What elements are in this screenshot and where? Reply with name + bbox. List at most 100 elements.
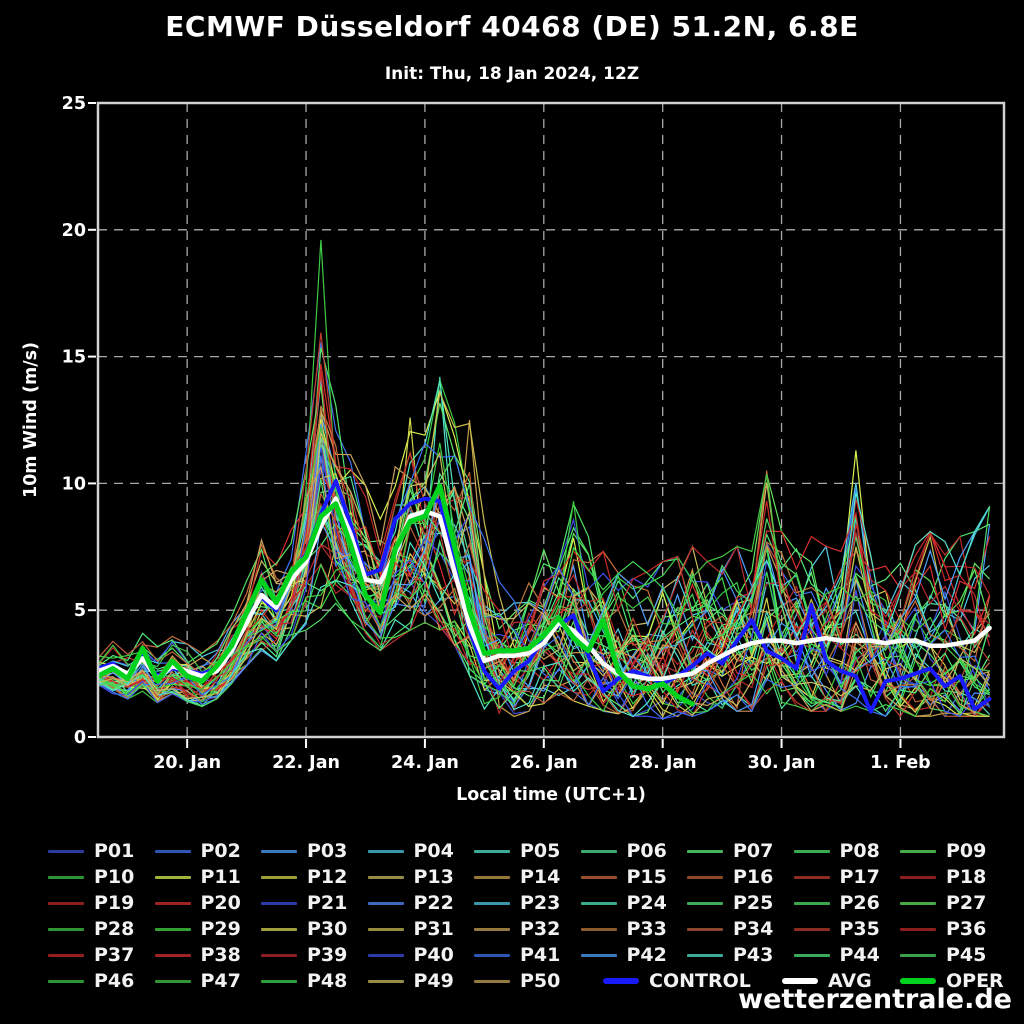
legend-item-P07: P07 — [687, 838, 773, 864]
legend-row: P37 P38 P39 P40 P41 P42 P43 P44 P45 — [30, 942, 1024, 968]
legend-line-sample — [793, 953, 830, 957]
x-tick-label: 20. Jan — [153, 753, 221, 773]
legend-line-sample — [48, 901, 84, 905]
legend-item-label: P02 — [200, 840, 241, 862]
legend-item-P20: P20 — [154, 890, 241, 916]
legend-item-label: P09 — [946, 840, 987, 862]
legend-item-P03: P03 — [261, 838, 347, 864]
legend-item-P09: P09 — [900, 838, 986, 864]
legend-line-sample — [900, 875, 936, 879]
legend-item-P19: P19 — [48, 890, 134, 916]
x-tick-label: 24. Jan — [391, 753, 459, 773]
legend-line-sample — [580, 901, 617, 905]
ensemble-member-line-P49 — [99, 431, 991, 716]
legend-item-P13: P13 — [367, 864, 454, 890]
legend-line-sample — [367, 953, 404, 957]
legend-item-label: P39 — [307, 944, 348, 966]
legend-item-label: P20 — [200, 892, 241, 914]
legend-item-P31: P31 — [367, 916, 454, 942]
legend-line-sample — [261, 953, 297, 957]
series-layer — [99, 239, 992, 720]
legend-item-P39: P39 — [261, 942, 347, 968]
legend-item-label: P08 — [839, 840, 880, 862]
legend-item-P48: P48 — [261, 968, 347, 994]
legend-line-sample — [474, 979, 510, 983]
legend-item-label: OPER — [946, 970, 1004, 992]
legend-item-label: P03 — [307, 840, 348, 862]
legend-item-P01: P01 — [48, 838, 134, 864]
ensemble-member-line-P45 — [99, 506, 991, 716]
legend-line-sample — [580, 927, 617, 931]
legend-item-label: P06 — [626, 840, 667, 862]
y-tick-label: 5 — [74, 601, 86, 621]
legend-row: P46 P47 P48 P49 P50 CONTROL AVG OPER — [30, 968, 1024, 994]
legend-item-P44: P44 — [793, 942, 880, 968]
legend-item-label: P18 — [946, 866, 987, 888]
ensemble-member-line-P48 — [99, 546, 990, 703]
legend-item-label: P35 — [839, 918, 880, 940]
y-tick-label: 0 — [74, 728, 86, 748]
legend-item-P21: P21 — [261, 890, 347, 916]
legend-item-label: P41 — [520, 944, 561, 966]
legend-item-label: P01 — [94, 840, 135, 862]
legend-item-label: P29 — [200, 918, 241, 940]
x-tick-label: 28. Jan — [629, 753, 697, 773]
legend-row: P19 P20 P21 P22 P23 P24 P25 P26 P27 — [30, 890, 1024, 916]
ensemble-member-line-P42 — [99, 486, 991, 713]
legend-item-label: P46 — [94, 970, 135, 992]
series-line-avg — [99, 496, 992, 681]
legend-item-label: P26 — [839, 892, 880, 914]
y-tick-label: 15 — [62, 348, 86, 368]
legend-item-label: P17 — [839, 866, 880, 888]
legend-item-label: P13 — [413, 866, 454, 888]
legend-item-label: P38 — [200, 944, 241, 966]
x-tick-label: 26. Jan — [510, 753, 578, 773]
legend-item-label: P25 — [733, 892, 774, 914]
legend-line-sample — [367, 927, 404, 931]
page-title: ECMWF Düsseldorf 40468 (DE) 51.2N, 6.8E — [165, 10, 859, 43]
legend-item-label: P48 — [307, 970, 348, 992]
legend-item-control: CONTROL — [603, 968, 751, 994]
legend-item-avg: AVG — [782, 968, 872, 994]
legend-line-sample — [474, 953, 510, 957]
legend-line-sample — [687, 875, 723, 879]
legend-item-P36: P36 — [900, 916, 986, 942]
legend-item-label: P32 — [520, 918, 561, 940]
legend-item-label: P47 — [200, 970, 241, 992]
legend-line-sample — [474, 927, 510, 931]
x-tick-label: 1. Feb — [870, 753, 931, 773]
legend-item-P50: P50 — [474, 968, 560, 994]
legend-item-P28: P28 — [48, 916, 134, 942]
plot-border — [96, 101, 1006, 739]
legend-item-P25: P25 — [687, 890, 773, 916]
legend-item-P18: P18 — [900, 864, 986, 890]
legend-item-label: P15 — [626, 866, 667, 888]
legend-item-P27: P27 — [900, 890, 986, 916]
y-axis-label: 10m Wind (m/s) — [21, 342, 41, 498]
legend-item-P26: P26 — [793, 890, 880, 916]
legend-item-P47: P47 — [154, 968, 241, 994]
x-axis-label: Local time (UTC+1) — [456, 785, 646, 805]
legend-item-label: P23 — [520, 892, 561, 914]
legend-line-sample — [687, 953, 723, 957]
legend-item-P46: P46 — [48, 968, 134, 994]
legend-line-sample — [154, 927, 191, 931]
legend-line-sample — [580, 953, 617, 957]
legend-line-sample — [900, 953, 936, 957]
legend-item-label: P30 — [307, 918, 348, 940]
legend-item-P38: P38 — [154, 942, 241, 968]
legend-line-sample — [687, 849, 723, 853]
legend-item-P37: P37 — [48, 942, 134, 968]
legend-item-oper: OPER — [900, 968, 1004, 994]
legend-item-P32: P32 — [474, 916, 560, 942]
legend-item-P11: P11 — [154, 864, 241, 890]
legend-line-sample — [261, 979, 297, 983]
legend-item-label: P33 — [626, 918, 667, 940]
legend-item-P15: P15 — [580, 864, 667, 890]
legend-line-sample — [793, 875, 830, 879]
legend: P01 P02 P03 P04 P05 P06 P07 P08 P09 P10 P11 P12 P13 P… — [30, 838, 1024, 994]
legend-item-P02: P02 — [154, 838, 241, 864]
legend-item-P24: P24 — [580, 890, 667, 916]
legend-item-P16: P16 — [687, 864, 773, 890]
legend-item-P23: P23 — [474, 890, 560, 916]
